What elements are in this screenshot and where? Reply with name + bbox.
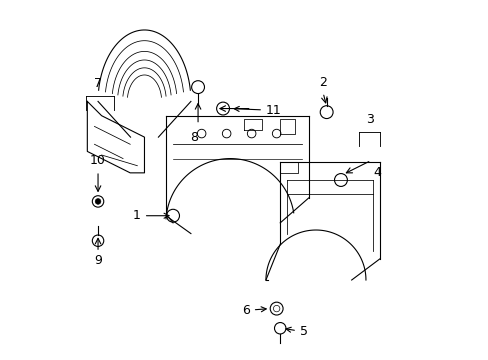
Text: 8: 8 bbox=[190, 131, 198, 144]
Text: 1: 1 bbox=[133, 209, 169, 222]
Text: 6: 6 bbox=[242, 304, 265, 317]
Text: 3: 3 bbox=[365, 113, 373, 126]
Text: 10: 10 bbox=[90, 154, 106, 167]
Text: 4: 4 bbox=[372, 166, 380, 179]
Text: 2: 2 bbox=[319, 76, 326, 89]
Text: 5: 5 bbox=[285, 325, 307, 338]
Circle shape bbox=[95, 199, 101, 204]
Text: 9: 9 bbox=[94, 254, 102, 267]
Text: 7: 7 bbox=[94, 77, 102, 90]
Text: 11: 11 bbox=[234, 104, 281, 117]
